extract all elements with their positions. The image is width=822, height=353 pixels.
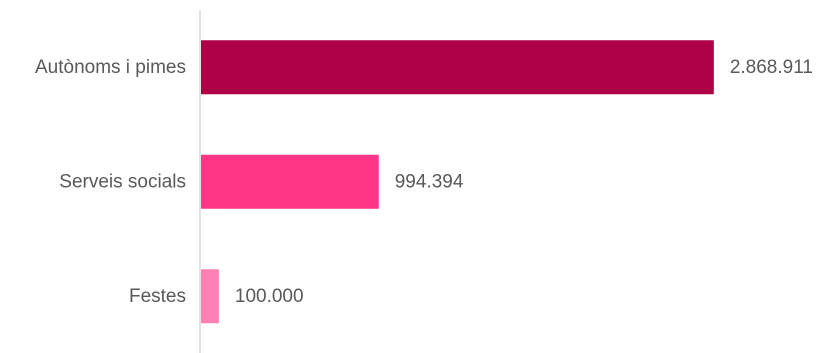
value-labels-group: 2.868.911 994.394 100.000 (235, 57, 813, 307)
category-labels-group: Autònoms i pimes Serveis socials Festes (35, 57, 186, 307)
bar-1 (201, 154, 379, 209)
category-label-1: Serveis socials (59, 171, 186, 192)
value-label-2: 100.000 (235, 286, 304, 307)
bar-0 (201, 40, 714, 95)
bar-2 (201, 269, 219, 324)
value-label-0: 2.868.911 (730, 57, 813, 78)
category-label-0: Autònoms i pimes (35, 57, 186, 78)
bars-group (201, 40, 714, 324)
category-label-2: Festes (129, 286, 186, 307)
value-label-1: 994.394 (395, 171, 464, 192)
